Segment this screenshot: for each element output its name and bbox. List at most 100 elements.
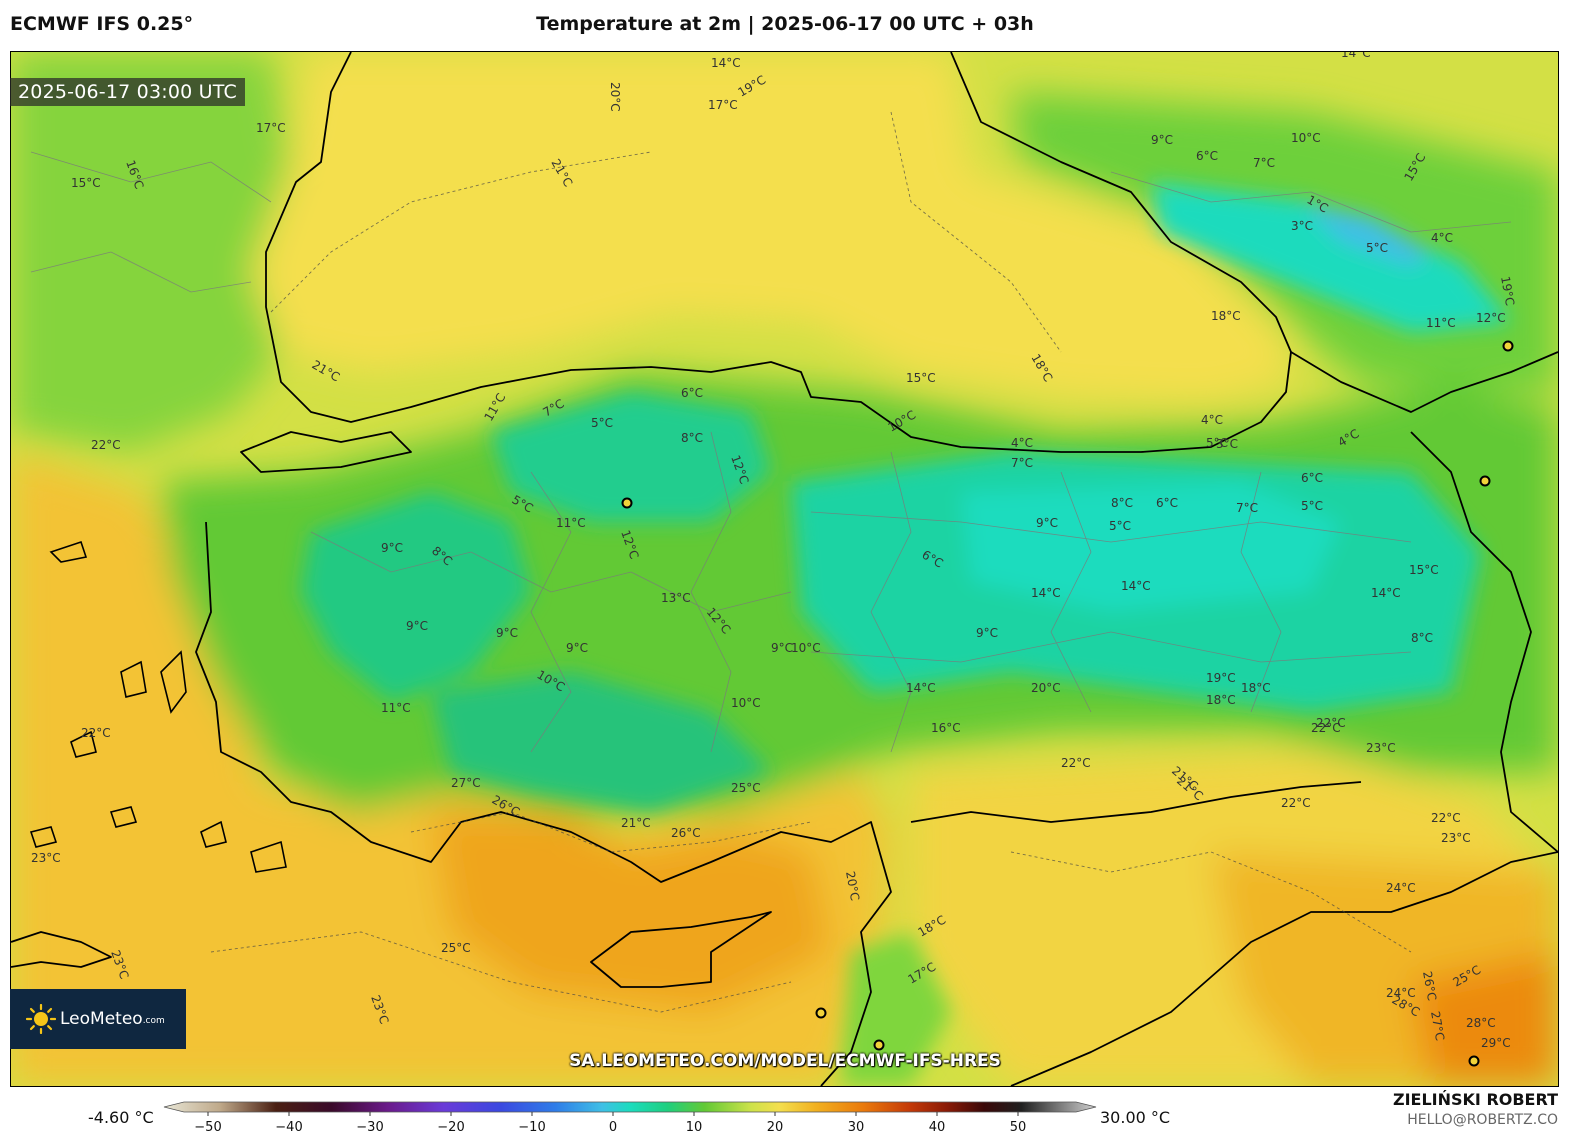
- watermark-url: SA.LEOMETEO.COM/MODEL/ECMWF-IFS-HRES: [569, 1051, 1001, 1071]
- contour-label: 7°C: [1236, 501, 1258, 515]
- contour-label: 9°C: [1036, 516, 1058, 530]
- province-border: [310, 531, 792, 613]
- contour-label: 9°C: [771, 641, 793, 655]
- colorbar-tick-label: −10: [518, 1120, 545, 1135]
- black-sea-area: [251, 52, 1291, 402]
- balkans-green: [11, 52, 291, 452]
- contour-label: 22°C: [1311, 721, 1341, 735]
- contour-label: 20°C: [843, 870, 862, 902]
- contour-label: 11°C: [556, 516, 586, 530]
- cyprus: [590, 911, 772, 988]
- sun-icon: [26, 1004, 56, 1034]
- contour-label: 19°C: [1206, 671, 1236, 685]
- aegean-island: [109, 806, 138, 828]
- model-name: ECMWF IFS 0.25°: [10, 13, 194, 35]
- contour-label: 9°C: [976, 626, 998, 640]
- contour-label: 15°C: [906, 371, 936, 385]
- contour-line: [1010, 851, 1412, 953]
- colorbar-tick-label: 40: [929, 1120, 946, 1135]
- contour-label: 22°C: [81, 726, 111, 740]
- contour-label: 18°C: [1241, 681, 1271, 695]
- aegean-island: [200, 820, 227, 848]
- aegean-island: [250, 840, 287, 873]
- colorbar-tick-label: −20: [437, 1120, 464, 1135]
- colorbar-tick-label: 20: [767, 1120, 784, 1135]
- logo-name: LeoMeteo: [60, 1009, 143, 1029]
- temperature-map[interactable]: 20°C 14°C 17°C 19°C 21°C 17°C 16°C 15°C 9°C 6°C 7°…: [10, 51, 1559, 1087]
- iraq-border: [1010, 851, 1558, 1086]
- valid-time-label: 2025-06-17 03:00 UTC: [10, 78, 245, 106]
- colorbar-tick-label: −50: [194, 1120, 221, 1135]
- author-credit: ZIELIŃSKI ROBERT: [1392, 1090, 1558, 1109]
- contour-label: 28°C: [1466, 1016, 1496, 1030]
- contour-label: 6°C: [1301, 471, 1323, 485]
- caucasus-cold: [1151, 182, 1511, 332]
- contour-label: 3°C: [1291, 219, 1313, 233]
- city-marker: [1468, 1055, 1480, 1067]
- contour-label: 26°C: [1420, 970, 1439, 1002]
- contour-label: 26°C: [671, 826, 701, 840]
- province-border: [30, 251, 252, 293]
- leometeo-logo[interactable]: LeoMeteo .com: [10, 989, 186, 1049]
- colorbar-tick-label: 30: [848, 1120, 865, 1135]
- province-border: [1240, 471, 1282, 713]
- contour-label: 22°C: [1281, 796, 1311, 810]
- contour-label: 10°C: [791, 641, 821, 655]
- colorbar-tick-label: −40: [275, 1120, 302, 1135]
- province-border: [530, 471, 572, 753]
- anatolia-cool-north: [491, 392, 771, 522]
- contour-label: 18°C: [1206, 693, 1236, 707]
- contour-label: 10°C: [1291, 131, 1321, 145]
- province-border: [30, 151, 272, 203]
- contour-line: [410, 811, 812, 853]
- contour-label: 10°C: [731, 696, 761, 710]
- contour-label: 22°C: [1061, 756, 1091, 770]
- levant-green: [841, 932, 951, 1086]
- city-marker: [1502, 340, 1514, 352]
- contour-label: 9°C: [406, 619, 428, 633]
- contour-label: 27°C: [1428, 1010, 1447, 1042]
- contour-label: 8°C: [1411, 631, 1433, 645]
- black-sea-coast: [265, 52, 1292, 453]
- contour-label: 5°C: [1109, 519, 1131, 533]
- contour-label: 7°C: [1011, 456, 1033, 470]
- province-border: [1050, 471, 1092, 713]
- contour-label: 11°C: [381, 701, 411, 715]
- contour-label: 23°C: [1441, 831, 1471, 845]
- contour-label: 3°C: [1216, 437, 1238, 451]
- contour-label: 9°C: [381, 541, 403, 555]
- contour-label: 22°C: [1316, 716, 1346, 730]
- contour-label: 22°C: [1431, 811, 1461, 825]
- contour-label: 25°C: [731, 781, 761, 795]
- contour-label: 14°C: [1031, 586, 1061, 600]
- contour-label: 12°C: [1476, 311, 1506, 325]
- contour-label: 29°C: [1481, 1036, 1511, 1050]
- city-marker: [621, 497, 633, 509]
- aegean-island: [49, 540, 88, 563]
- contour-label: 27°C: [451, 776, 481, 790]
- contour-label: 20°C: [608, 82, 622, 112]
- city-marker: [873, 1039, 885, 1051]
- contour-label: 17°C: [708, 98, 738, 112]
- contour-label: 8°C: [681, 431, 703, 445]
- contour-label: 5°C: [1301, 499, 1323, 513]
- contour-label: 9°C: [566, 641, 588, 655]
- province-border: [810, 511, 1412, 543]
- contour-label: 23°C: [1366, 741, 1396, 755]
- contour-label: 14°C: [711, 56, 741, 70]
- aegean-island: [120, 660, 147, 698]
- iran-border: [1410, 431, 1558, 853]
- caucasus-coldest: [1301, 202, 1431, 267]
- contour-label: 8°C: [1111, 496, 1133, 510]
- syria-border: [910, 781, 1362, 823]
- contour-label: 22°C: [91, 438, 121, 452]
- contour-label: 24°C: [1386, 881, 1416, 895]
- caucasus-border: [1290, 351, 1558, 413]
- province-border: [810, 631, 1412, 663]
- contour-label: 20°C: [1031, 681, 1061, 695]
- city-marker: [1479, 475, 1491, 487]
- contour-label: 9°C: [1151, 133, 1173, 147]
- south-anatolia-cool: [431, 672, 771, 812]
- contour-label: 9°C: [496, 626, 518, 640]
- contour-label: 14°C: [1121, 579, 1151, 593]
